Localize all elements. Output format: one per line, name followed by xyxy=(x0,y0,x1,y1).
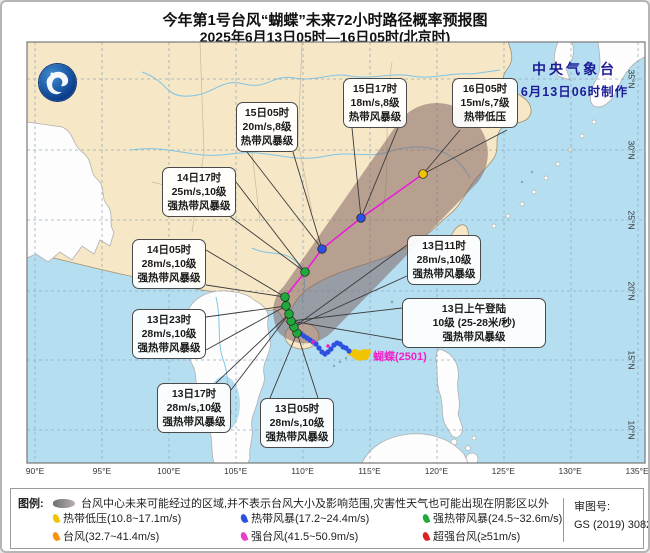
history-dot-tropical-depression xyxy=(352,349,358,355)
x-tick-label: 135°E xyxy=(625,466,649,476)
leader-line xyxy=(205,305,287,318)
legend-caption: 图例: xyxy=(18,498,44,510)
y-tick-label: 30°N xyxy=(626,140,637,160)
page-subtitle: 2025年6月13日05时—16日05时(北京时) xyxy=(199,29,451,45)
leader-line xyxy=(290,320,403,341)
history-synoptic-mark xyxy=(311,340,315,344)
leader-line xyxy=(292,151,323,250)
typhoon-track-layer xyxy=(280,169,428,361)
page-title: 今年第1号台风“蝴蝶”未来72小时路径概率预报图 xyxy=(162,12,488,29)
storm-name-label: 蝴蝶(2501) xyxy=(373,351,427,363)
map-frame xyxy=(26,41,646,464)
forecast-point-15日05时 xyxy=(317,244,327,254)
callout-13d11h: 13日11时 28m/s,10级 强热带风暴级 xyxy=(407,235,481,285)
y-tick-label: 20°N xyxy=(626,281,637,301)
leader-line xyxy=(230,313,290,391)
x-tick-label: 115°E xyxy=(358,466,381,476)
forecast-point-15日17时 xyxy=(356,213,366,223)
x-tick-label: 105°E xyxy=(224,466,248,476)
super-ty-marker-icon xyxy=(421,530,431,542)
callout-14d05h: 14日05时 28m/s,10级 强热带风暴级 xyxy=(132,239,206,289)
forecast-point-13日17时 xyxy=(284,309,294,319)
forecast-point-13日23时 xyxy=(281,301,291,311)
leader-line xyxy=(296,332,319,399)
leader-line xyxy=(293,244,408,328)
legend-item-sty: 强台风(41.5~50.9m/s) xyxy=(239,528,358,544)
x-tick-label: 95°E xyxy=(92,466,112,476)
x-tick-label: 125°E xyxy=(491,466,515,476)
legend-item-ts: 热带风暴(17.2~24.4m/s) xyxy=(239,510,369,526)
issued-time: 6月13日06时制作 xyxy=(520,85,629,99)
legend-item-ty: 台风(32.7~41.4m/s) xyxy=(51,528,159,544)
leader-line xyxy=(246,151,323,250)
y-tick-label: 10°N xyxy=(626,420,637,440)
callout-13d17h: 13日17时 28m/s,10级 强热带风暴级 xyxy=(157,383,231,433)
leader-line xyxy=(290,307,403,322)
sty-marker-icon xyxy=(239,530,249,542)
leader-line xyxy=(351,127,362,219)
india-landmass xyxy=(27,121,115,263)
legend-item-td: 热带低压(10.8~17.1m/s) xyxy=(51,510,181,526)
forecast-point-16日05时 xyxy=(418,169,428,179)
x-tick-label: 120°E xyxy=(424,466,449,476)
legend-cone-text: 台风中心未来可能经过的区域,并不表示台风大小及影响范围,灾害性天气也可能出现在阴… xyxy=(81,498,550,510)
y-tick-label: 35°N xyxy=(626,69,637,89)
agency-name: 中央气象台 xyxy=(532,61,617,77)
leader-line xyxy=(269,332,298,399)
callout-15d17h: 15日17时 18m/s,8级 热带风暴级 xyxy=(343,78,407,128)
callout-landfall: 13日上午登陆 10级 (25-28米/秒) 强热带风暴级 xyxy=(402,298,546,348)
x-tick-label: 90°E xyxy=(25,466,45,476)
callout-leader-lines xyxy=(205,127,508,399)
legend-box: 图例: 台风中心未来可能经过的区域,并不表示台风大小及影响范围,灾害性天气也可能… xyxy=(10,488,648,549)
x-tick-label: 130°E xyxy=(558,466,582,476)
leader-line xyxy=(422,129,461,175)
forecast-point-14日05时 xyxy=(280,292,290,302)
x-tick-label: 100°E xyxy=(157,466,181,476)
agency-block: 中央气象台 6月13日06时制作 xyxy=(507,59,642,100)
leader-line xyxy=(215,313,290,384)
history-synoptic-mark xyxy=(326,344,330,348)
japan-landmass xyxy=(590,42,645,108)
callout-13d23h: 13日23时 28m/s,10级 强热带风暴级 xyxy=(132,309,206,359)
leader-line xyxy=(235,181,306,273)
callout-13d05h: 13日05时 28m/s,10级 强热带风暴级 xyxy=(260,398,334,448)
callout-14d17h: 14日17时 25m/s,10级 强热带风暴级 xyxy=(162,167,236,217)
x-tick-label: 110°E xyxy=(291,466,314,476)
ty-marker-icon xyxy=(51,530,61,542)
leader-line xyxy=(360,127,399,219)
legend-item-sts: 强热带风暴(24.5~32.6m/s) xyxy=(421,510,562,526)
callout-16d05h: 16日05时 15m/s,7级 热带低压 xyxy=(452,78,518,128)
history-dot-tropical-storm xyxy=(319,349,325,355)
leader-line xyxy=(205,284,286,298)
small-islets xyxy=(332,170,534,368)
leader-line xyxy=(205,249,286,298)
dragon-swirl-icon xyxy=(46,71,69,95)
leader-line xyxy=(227,214,306,273)
td-marker-icon xyxy=(51,512,61,524)
map-approval-number: 审图号: GS (2019) 3082号 xyxy=(563,498,648,542)
history-dot-tropical-storm xyxy=(316,345,322,351)
cone-swatch-icon xyxy=(53,499,75,508)
borneo-island xyxy=(361,433,469,463)
forecast-point-14日17时 xyxy=(300,267,310,277)
leader-line xyxy=(422,129,508,175)
history-dot-tropical-storm xyxy=(331,342,337,348)
korea-landmass xyxy=(553,42,574,81)
callout-15d05h: 15日05时 20m/s,8级 热带风暴级 xyxy=(236,102,298,152)
y-tick-label: 15°N xyxy=(626,350,637,370)
forecast-probability-cone xyxy=(273,102,488,344)
sts-marker-icon xyxy=(421,512,431,524)
cma-logo xyxy=(39,64,76,101)
ts-marker-icon xyxy=(239,512,249,524)
leader-line xyxy=(205,305,287,351)
y-tick-label: 25°N xyxy=(626,210,637,230)
legend-item-super-ty: 超强台风(≥51m/s) xyxy=(421,528,520,544)
history-dot-tropical-depression xyxy=(363,354,369,360)
